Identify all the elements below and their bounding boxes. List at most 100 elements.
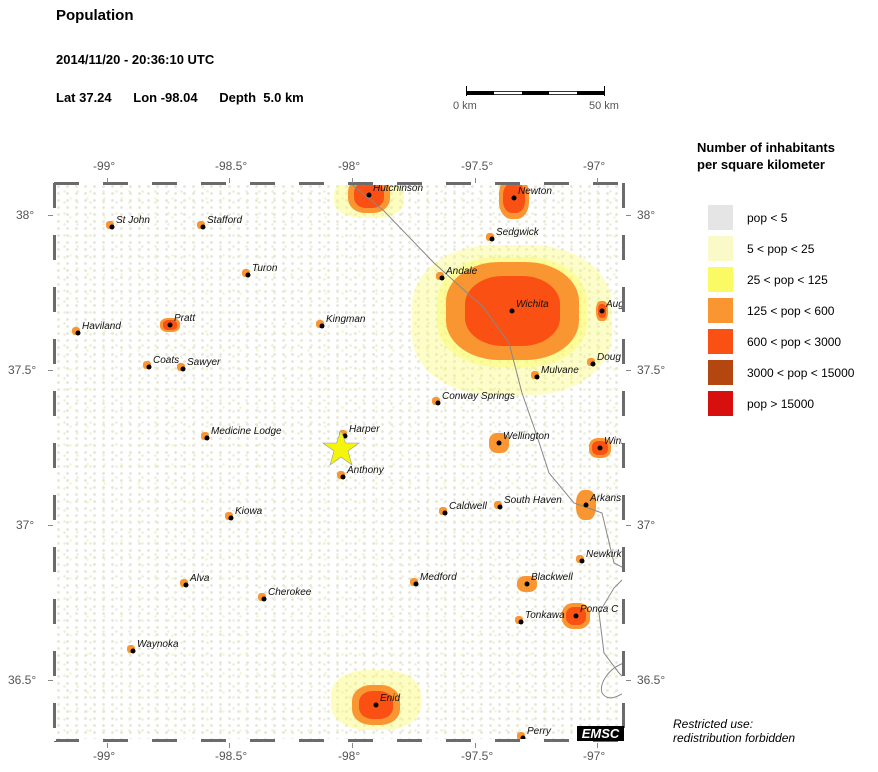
x-tick	[229, 178, 230, 183]
city-dot[interactable]	[489, 236, 495, 242]
x-tick	[352, 743, 353, 748]
scale-start-label: 0 km	[453, 100, 477, 112]
x-tick-label-bottom: -99°	[93, 749, 116, 763]
city-dot[interactable]	[583, 502, 589, 508]
y-tick	[48, 525, 53, 526]
y-tick	[626, 525, 631, 526]
legend-item: 25 < pop < 125	[708, 264, 854, 295]
city-label: Andale	[446, 266, 478, 277]
city-dot[interactable]	[439, 275, 445, 281]
city-label: Harper	[349, 424, 380, 435]
city-label: Medicine Lodge	[211, 426, 282, 437]
x-tick-label-bottom: -98°	[338, 749, 361, 763]
city-dot[interactable]	[366, 192, 372, 198]
y-tick-label-left: 36.5°	[8, 673, 37, 687]
legend-label: pop > 15000	[747, 396, 815, 411]
city-dot[interactable]	[509, 308, 515, 314]
city-dot[interactable]	[167, 322, 173, 328]
city-dot[interactable]	[261, 596, 267, 602]
x-tick	[475, 743, 476, 748]
city-label: Sawyer	[187, 357, 221, 368]
scale-tick-end	[604, 86, 605, 96]
city-dot[interactable]	[130, 648, 136, 654]
legend-label: 3000 < pop < 15000	[747, 365, 855, 380]
y-tick	[48, 370, 53, 371]
x-tick	[352, 178, 353, 183]
city-dot[interactable]	[340, 474, 346, 480]
city-dot[interactable]	[228, 515, 234, 521]
legend-label: 125 < pop < 600	[747, 303, 835, 318]
city-dot[interactable]	[573, 613, 579, 619]
legend: pop < 5 5 < pop < 25 25 < pop < 125 125 < p…	[708, 202, 854, 419]
city-dot[interactable]	[442, 510, 448, 516]
city-dot[interactable]	[534, 374, 540, 380]
city-label: Ponca C	[580, 604, 619, 615]
x-tick-label-top: -99°	[93, 159, 116, 173]
city-dot[interactable]	[579, 558, 585, 564]
city-dot[interactable]	[590, 361, 596, 367]
city-dot[interactable]	[200, 224, 206, 230]
city-dot[interactable]	[319, 323, 325, 329]
y-tick	[626, 680, 631, 681]
city-dot[interactable]	[373, 702, 379, 708]
legend-label: pop < 5	[747, 210, 788, 225]
population-map[interactable]: Hutchinson Newton St John Stafford Sedgwick T…	[54, 183, 624, 741]
city-dot[interactable]	[524, 581, 530, 587]
city-label: Turon	[252, 263, 278, 274]
legend-label: 5 < pop < 25	[747, 241, 815, 256]
epicenter-star-icon[interactable]	[322, 429, 360, 467]
city-dot[interactable]	[518, 619, 524, 625]
city-label: Coats	[153, 355, 180, 366]
city-label: Sedgwick	[496, 227, 539, 238]
x-tick	[107, 743, 108, 748]
city-label: Haviland	[82, 321, 121, 332]
city-dot[interactable]	[496, 440, 502, 446]
legend-item: 3000 < pop < 15000	[708, 357, 854, 388]
city-dot[interactable]	[180, 366, 186, 372]
city-label: Enid	[380, 693, 401, 704]
city-label: Waynoka	[137, 639, 179, 650]
city-dot[interactable]	[342, 433, 348, 439]
city-dot[interactable]	[497, 504, 503, 510]
city-label: Blackwell	[531, 572, 573, 583]
emsc-logo: EMSC	[577, 726, 624, 741]
city-label: Doug	[597, 352, 621, 363]
frame-top-border	[54, 182, 624, 185]
legend-item: pop < 5	[708, 202, 854, 233]
event-lon: Lon -98.04	[133, 90, 198, 105]
city-dot[interactable]	[204, 435, 210, 441]
usage-notice: Restricted use: redistribution forbidden	[673, 717, 795, 745]
city-dot[interactable]	[245, 272, 251, 278]
city-label: Caldwell	[449, 501, 487, 512]
city-dot[interactable]	[413, 581, 419, 587]
frame-right-border	[622, 183, 625, 741]
city-dot[interactable]	[146, 364, 152, 370]
legend-title: Number of inhabitants per square kilomet…	[697, 139, 835, 173]
legend-item: 5 < pop < 25	[708, 233, 854, 264]
x-tick-label-bottom: -97.5°	[461, 749, 494, 763]
city-dot[interactable]	[75, 330, 81, 336]
city-dot[interactable]	[511, 195, 517, 201]
x-tick	[597, 178, 598, 183]
x-tick-label-bottom: -97°	[583, 749, 606, 763]
city-dot[interactable]	[597, 445, 603, 451]
scale-tick-start	[466, 86, 467, 96]
legend-swatch	[708, 391, 733, 416]
city-dot[interactable]	[520, 735, 526, 741]
city-label: Cherokee	[268, 587, 312, 598]
city-dot[interactable]	[109, 224, 115, 230]
usage-notice-line2: redistribution forbidden	[673, 731, 796, 745]
legend-swatch	[708, 298, 733, 323]
city-dot[interactable]	[435, 400, 441, 406]
x-tick-label-top: -97.5°	[461, 159, 494, 173]
city-label: Newkirk	[586, 549, 622, 560]
city-label: Aug	[606, 299, 624, 310]
event-location: Lat 37.24 Lon -98.04 Depth 5.0 km	[56, 90, 322, 105]
frame-bottom-border	[54, 739, 624, 742]
y-tick-label-right: 36.5°	[637, 673, 666, 687]
city-label: Newton	[518, 186, 552, 197]
y-tick-label-right: 38°	[637, 208, 656, 222]
city-dot[interactable]	[183, 582, 189, 588]
legend-swatch	[708, 267, 733, 292]
city-dot[interactable]	[599, 308, 605, 314]
